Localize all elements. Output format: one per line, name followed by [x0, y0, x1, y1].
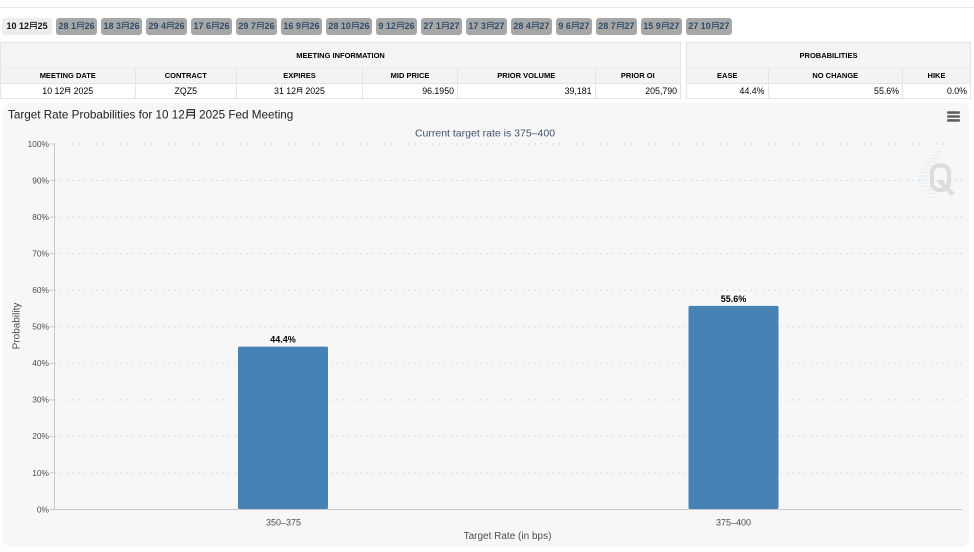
svg-text:30%: 30% [32, 395, 49, 405]
svg-text:Target Rate (in bps): Target Rate (in bps) [464, 531, 552, 542]
svg-text:60%: 60% [32, 285, 49, 295]
svg-text:44.4%: 44.4% [270, 335, 296, 345]
svg-text:375–400: 375–400 [716, 518, 751, 528]
svg-text:80%: 80% [32, 212, 49, 222]
svg-text:90%: 90% [32, 175, 49, 185]
svg-text:20%: 20% [32, 431, 49, 441]
svg-text:50%: 50% [32, 322, 49, 332]
svg-text:70%: 70% [32, 248, 49, 258]
svg-text:40%: 40% [32, 358, 49, 368]
svg-text:100%: 100% [28, 139, 50, 149]
svg-text:Probability: Probability [12, 303, 23, 350]
svg-text:10%: 10% [32, 468, 49, 478]
svg-text:55.6%: 55.6% [721, 294, 747, 304]
svg-text:350–375: 350–375 [266, 518, 301, 528]
svg-text:Current target rate is 375–400: Current target rate is 375–400 [415, 128, 555, 140]
svg-text:0%: 0% [37, 504, 50, 514]
